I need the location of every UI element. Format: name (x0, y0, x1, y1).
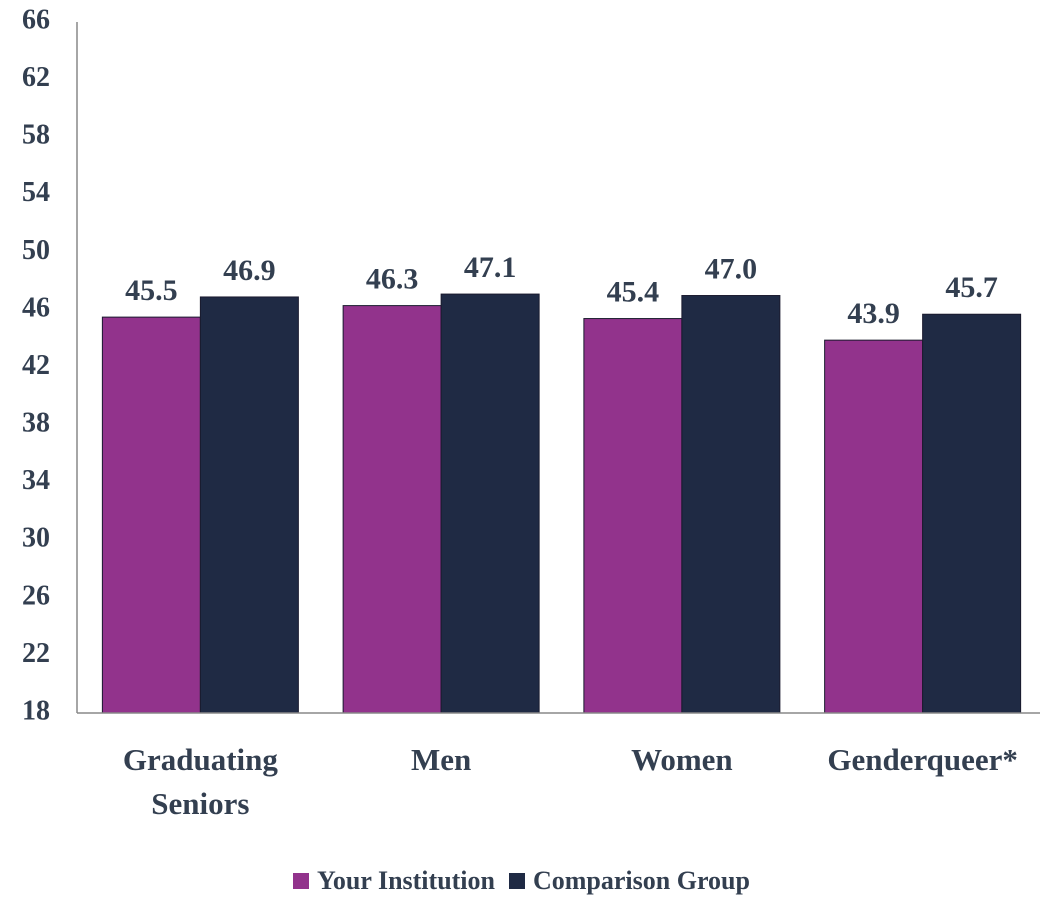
bar (583, 318, 683, 714)
y-tick-label: 62 (22, 62, 50, 93)
y-tick-label: 42 (22, 350, 50, 381)
value-label: 45.5 (125, 274, 178, 307)
legend-item: Comparison Group (509, 866, 750, 896)
y-tick-label: 66 (22, 4, 50, 35)
y-tick-label: 38 (22, 408, 50, 439)
x-tick-label: Graduating Seniors (122, 742, 278, 821)
value-label: 46.3 (366, 262, 419, 295)
value-label: 47.1 (464, 251, 517, 284)
y-tick-label: 46 (22, 292, 50, 323)
y-tick-label: 34 (22, 465, 50, 496)
y-tick-label: 22 (22, 638, 50, 669)
legend-item: Your Institution (293, 866, 495, 896)
legend-swatch (293, 873, 310, 889)
x-tick-label: Men (410, 742, 472, 777)
bar (440, 293, 540, 714)
bar (824, 339, 924, 714)
legend-label: Comparison Group (533, 866, 750, 895)
y-tick-label: 30 (22, 523, 50, 554)
y-tick-label: 18 (22, 695, 50, 726)
value-label: 47.0 (705, 252, 758, 285)
x-tick-label: Women (631, 742, 733, 777)
y-tick-label: 58 (22, 120, 50, 151)
bar (681, 295, 781, 714)
bar (101, 316, 201, 714)
value-label: 45.4 (607, 275, 660, 308)
legend-swatch (509, 873, 525, 889)
value-label: 45.7 (945, 271, 998, 304)
legend: Your Institution Comparison Group (0, 866, 1043, 896)
value-label: 43.9 (847, 297, 900, 330)
y-tick-label: 50 (22, 235, 50, 266)
value-label: 46.9 (223, 254, 276, 287)
x-tick-label: Genderqueer* (827, 742, 1018, 777)
bar (922, 313, 1022, 714)
legend-label: Your Institution (317, 866, 495, 895)
y-tick-label: 26 (22, 580, 50, 611)
y-tick-label: 54 (22, 177, 50, 208)
bar (199, 296, 299, 714)
bar (342, 305, 442, 714)
